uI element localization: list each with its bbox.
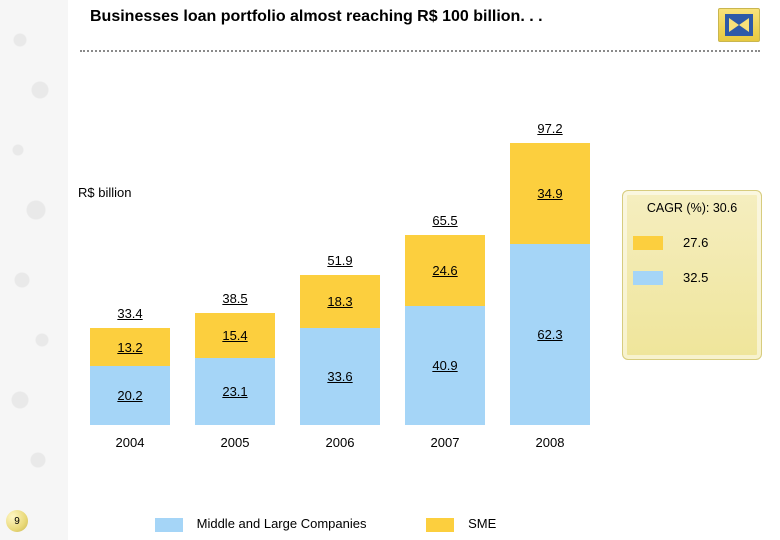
bar-column: 65.524.640.9 2007 [405, 235, 485, 450]
bar-column: 51.918.333.6 2006 [300, 275, 380, 451]
cagr-value-sme: 27.6 [683, 235, 708, 250]
bar-stack: 33.413.220.2 [90, 328, 170, 425]
swatch-mlc-icon [633, 271, 663, 285]
bar-segment-mlc: 33.6 [300, 328, 380, 425]
bar-segment-mlc: 20.2 [90, 366, 170, 425]
bar-total-label: 65.5 [405, 213, 485, 228]
legend-bottom: Middle and Large Companies SME [155, 516, 496, 532]
bar-stack: 97.234.962.3 [510, 143, 590, 425]
swatch-sme-icon [426, 518, 454, 532]
bar-segment-sme: 15.4 [195, 313, 275, 358]
cagr-value-mlc: 32.5 [683, 270, 708, 285]
decorative-floral-strip [0, 0, 68, 540]
cagr-panel: CAGR (%): 30.6 27.6 32.5 [622, 190, 762, 360]
stacked-bar-chart: 33.413.220.2200438.515.423.1200551.918.3… [90, 150, 610, 480]
bar-stack: 38.515.423.1 [195, 313, 275, 425]
x-axis-label: 2008 [510, 435, 590, 450]
legend-item-sme: SME [426, 516, 496, 532]
page-number-badge: 9 [6, 510, 28, 532]
bar-total-label: 51.9 [300, 253, 380, 268]
bar-segment-mlc: 23.1 [195, 358, 275, 425]
bar-total-label: 38.5 [195, 291, 275, 306]
bar-stack: 51.918.333.6 [300, 275, 380, 426]
cagr-title: CAGR (%): 30.6 [633, 201, 751, 215]
bar-segment-sme: 34.9 [510, 143, 590, 244]
bar-column: 33.413.220.2 2004 [90, 328, 170, 450]
legend-label-sme: SME [468, 516, 496, 531]
dotted-rule [80, 50, 760, 52]
cagr-row-mlc: 32.5 [633, 270, 751, 285]
bar-segment-sme: 18.3 [300, 275, 380, 328]
page-number: 9 [14, 516, 20, 527]
cagr-row-sme: 27.6 [633, 235, 751, 250]
bar-column: 97.234.962.3 2008 [510, 143, 590, 450]
bb-logo [718, 8, 760, 42]
bar-stack: 65.524.640.9 [405, 235, 485, 425]
swatch-mlc-icon [155, 518, 183, 532]
bar-total-label: 97.2 [510, 121, 590, 136]
x-axis-label: 2007 [405, 435, 485, 450]
bar-segment-sme: 13.2 [90, 328, 170, 366]
x-axis-label: 2005 [195, 435, 275, 450]
x-axis-label: 2004 [90, 435, 170, 450]
swatch-sme-icon [633, 236, 663, 250]
legend-item-mlc: Middle and Large Companies [155, 516, 366, 532]
bar-total-label: 33.4 [90, 306, 170, 321]
x-axis-label: 2006 [300, 435, 380, 450]
bar-segment-mlc: 40.9 [405, 306, 485, 425]
page-title: Businesses loan portfolio almost reachin… [90, 8, 543, 26]
bar-segment-sme: 24.6 [405, 235, 485, 306]
bar-column: 38.515.423.1 2005 [195, 313, 275, 450]
bar-segment-mlc: 62.3 [510, 244, 590, 425]
legend-label-mlc: Middle and Large Companies [197, 516, 367, 531]
